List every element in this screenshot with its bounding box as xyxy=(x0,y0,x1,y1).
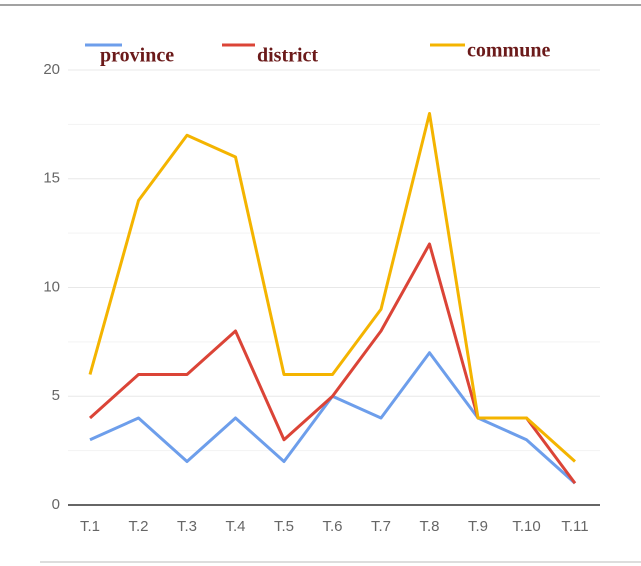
y-tick-label: 10 xyxy=(43,278,60,295)
x-tick-label: T.7 xyxy=(371,518,391,535)
legend-label: province xyxy=(100,45,174,67)
series-line xyxy=(88,112,577,463)
x-tick-label: T.9 xyxy=(468,518,488,535)
legend-label: commune xyxy=(467,40,550,62)
x-tick-label: T.8 xyxy=(419,518,439,535)
x-tick-label: T.4 xyxy=(225,518,245,535)
x-tick-label: T.11 xyxy=(561,518,588,535)
x-tick-label: T.10 xyxy=(512,518,540,535)
legend-label: district xyxy=(257,45,318,67)
y-tick-label: 0 xyxy=(52,496,60,513)
x-tick-label: T.2 xyxy=(128,518,148,535)
y-tick-label: 5 xyxy=(52,387,60,404)
x-tick-label: T.3 xyxy=(177,518,197,535)
x-tick-label: T.5 xyxy=(274,518,294,535)
x-tick-label: T.6 xyxy=(322,518,342,535)
series-line xyxy=(88,242,577,485)
y-tick-label: 20 xyxy=(43,61,60,78)
x-tick-label: T.1 xyxy=(80,518,100,535)
y-tick-label: 15 xyxy=(43,170,60,187)
